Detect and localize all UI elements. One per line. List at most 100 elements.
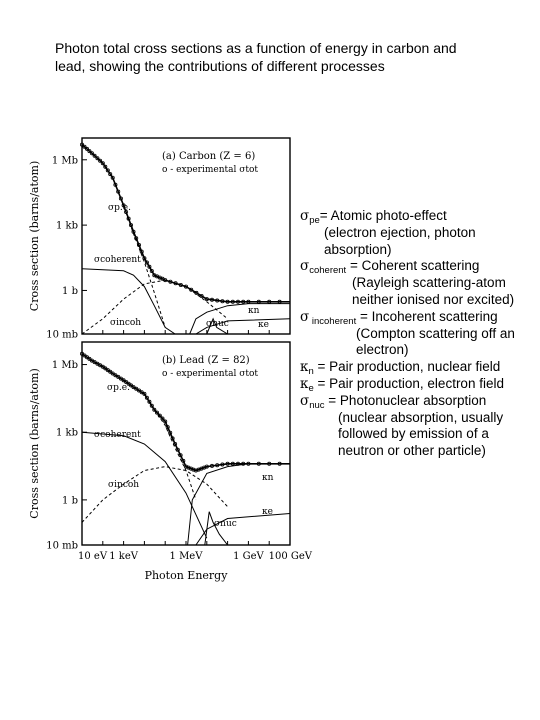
experimental-point (87, 149, 92, 154)
experimental-point (144, 260, 149, 265)
series-line (189, 303, 290, 334)
experimental-point (113, 373, 118, 378)
legend-text: = Incoherent scattering (356, 308, 498, 324)
legend-symbol: σ (300, 258, 310, 275)
legend-symbol: σ (300, 208, 310, 224)
series-line (82, 466, 228, 523)
experimental-point (215, 298, 220, 303)
experimental-point (215, 463, 220, 468)
legend-symbol: σ (300, 308, 310, 325)
legend-continuation: (electron ejection, photon (324, 224, 476, 240)
experimental-point (128, 223, 133, 228)
experimental-point (175, 447, 180, 452)
experimental-point (147, 264, 152, 269)
experimental-point (82, 144, 87, 149)
experimental-point (204, 297, 209, 302)
y-tick-label: 10 mb (46, 330, 78, 341)
series-line (82, 279, 228, 334)
experimental-point (181, 458, 186, 463)
legend-continuation: (Compton scattering off an (356, 325, 515, 341)
experimental-point (126, 216, 131, 221)
experimental-point (157, 413, 162, 418)
experimental-point (116, 189, 121, 194)
curve-label: σincoh (110, 318, 141, 328)
experimental-point (124, 209, 129, 214)
series-line (82, 431, 208, 539)
legend-subscript: n (308, 366, 314, 378)
series-line (195, 513, 290, 545)
experimental-point (89, 151, 94, 156)
experimental-point (225, 299, 230, 304)
y-tick-label: 1 kb (56, 428, 78, 439)
panel-title: (b) Lead (Z = 82) (162, 355, 250, 366)
legend-continuation: (nuclear absorption, usually (338, 409, 504, 425)
experimental-point (160, 416, 165, 421)
legend-entry: κn = Pair production, nuclear field (300, 359, 535, 376)
panel-title: (a) Carbon (Z = 6) (162, 151, 255, 162)
series-line (82, 353, 290, 472)
experimental-point (209, 463, 214, 468)
series-line (204, 511, 228, 545)
experimental-point (168, 279, 173, 284)
legend-entry: σpe= Atomic photo-effect (300, 208, 535, 225)
experimental-point (154, 410, 159, 415)
experimental-point (163, 278, 168, 283)
experimental-point (189, 287, 194, 292)
legend-symbol: σ (300, 392, 310, 409)
x-tick-label: 10 eV (78, 551, 108, 562)
experimental-point (225, 461, 230, 466)
legend-continuation: neutron or other particle) (338, 443, 486, 459)
experimental-point (170, 436, 175, 441)
curve-label: σcoherent (94, 430, 141, 440)
experimental-point (142, 256, 147, 261)
y-tick-label: 1 Mb (52, 155, 78, 166)
experimental-point (173, 281, 178, 286)
legend-text: = Atomic photo-effect (319, 208, 447, 223)
curve-label: κn (262, 473, 274, 483)
experimental-point (178, 282, 183, 287)
curve-label: σp.e. (107, 383, 130, 393)
experimental-point (92, 360, 97, 365)
legend-entry: κe = Pair production, electron field (300, 376, 535, 393)
legend-subscript: e (308, 382, 314, 394)
experimental-point (100, 161, 105, 166)
x-tick-label: 1 MeV (170, 551, 204, 562)
caption-line-2: lead, showing the contributions of diffe… (55, 58, 385, 74)
x-tick-label: 1 GeV (233, 551, 264, 562)
x-axis-label: Photon Energy (145, 569, 229, 582)
experimental-point (110, 175, 115, 180)
experimental-point (121, 203, 126, 208)
legend-continuation: (Rayleigh scattering-atom (352, 275, 506, 291)
y-tick-label: 1 b (62, 286, 78, 297)
legend-subscript: nuc (309, 399, 325, 411)
x-tick-label: 1 keV (109, 551, 139, 562)
experimental-point (142, 391, 147, 396)
legend-text: = Coherent scattering (346, 258, 480, 274)
y-axis-label: Cross section (barns/atom) (28, 368, 41, 518)
experimental-point (118, 196, 123, 201)
experimental-point (178, 453, 183, 458)
legend-continuation: neither ionised nor excited) (352, 291, 515, 307)
panel-note: o - experimental σtot (162, 165, 258, 175)
experimental-point (108, 172, 113, 177)
y-axis-label: Cross section (barns/atom) (28, 161, 41, 311)
experimental-point (116, 374, 121, 379)
legend-text: = Pair production, nuclear field (313, 359, 501, 375)
figure-caption: Photon total cross sections as a functio… (55, 39, 475, 75)
curve-label: κe (262, 507, 273, 517)
legend-subscript: coherent (309, 265, 347, 277)
experimental-point (220, 462, 225, 467)
curve-label: κe (258, 320, 269, 330)
legend-continuation: followed by emission of a (338, 426, 489, 442)
y-tick-label: 10 mb (46, 541, 78, 552)
curve-label: σcoherent (94, 255, 141, 265)
experimental-point (163, 419, 168, 424)
experimental-point (92, 153, 97, 158)
series-line (187, 463, 290, 545)
legend-entry: σcoherent = Coherent scattering (300, 258, 535, 275)
experimental-point (134, 386, 139, 391)
experimental-point (209, 297, 214, 302)
experimental-point (173, 441, 178, 446)
legend-symbol: κ (300, 375, 309, 392)
